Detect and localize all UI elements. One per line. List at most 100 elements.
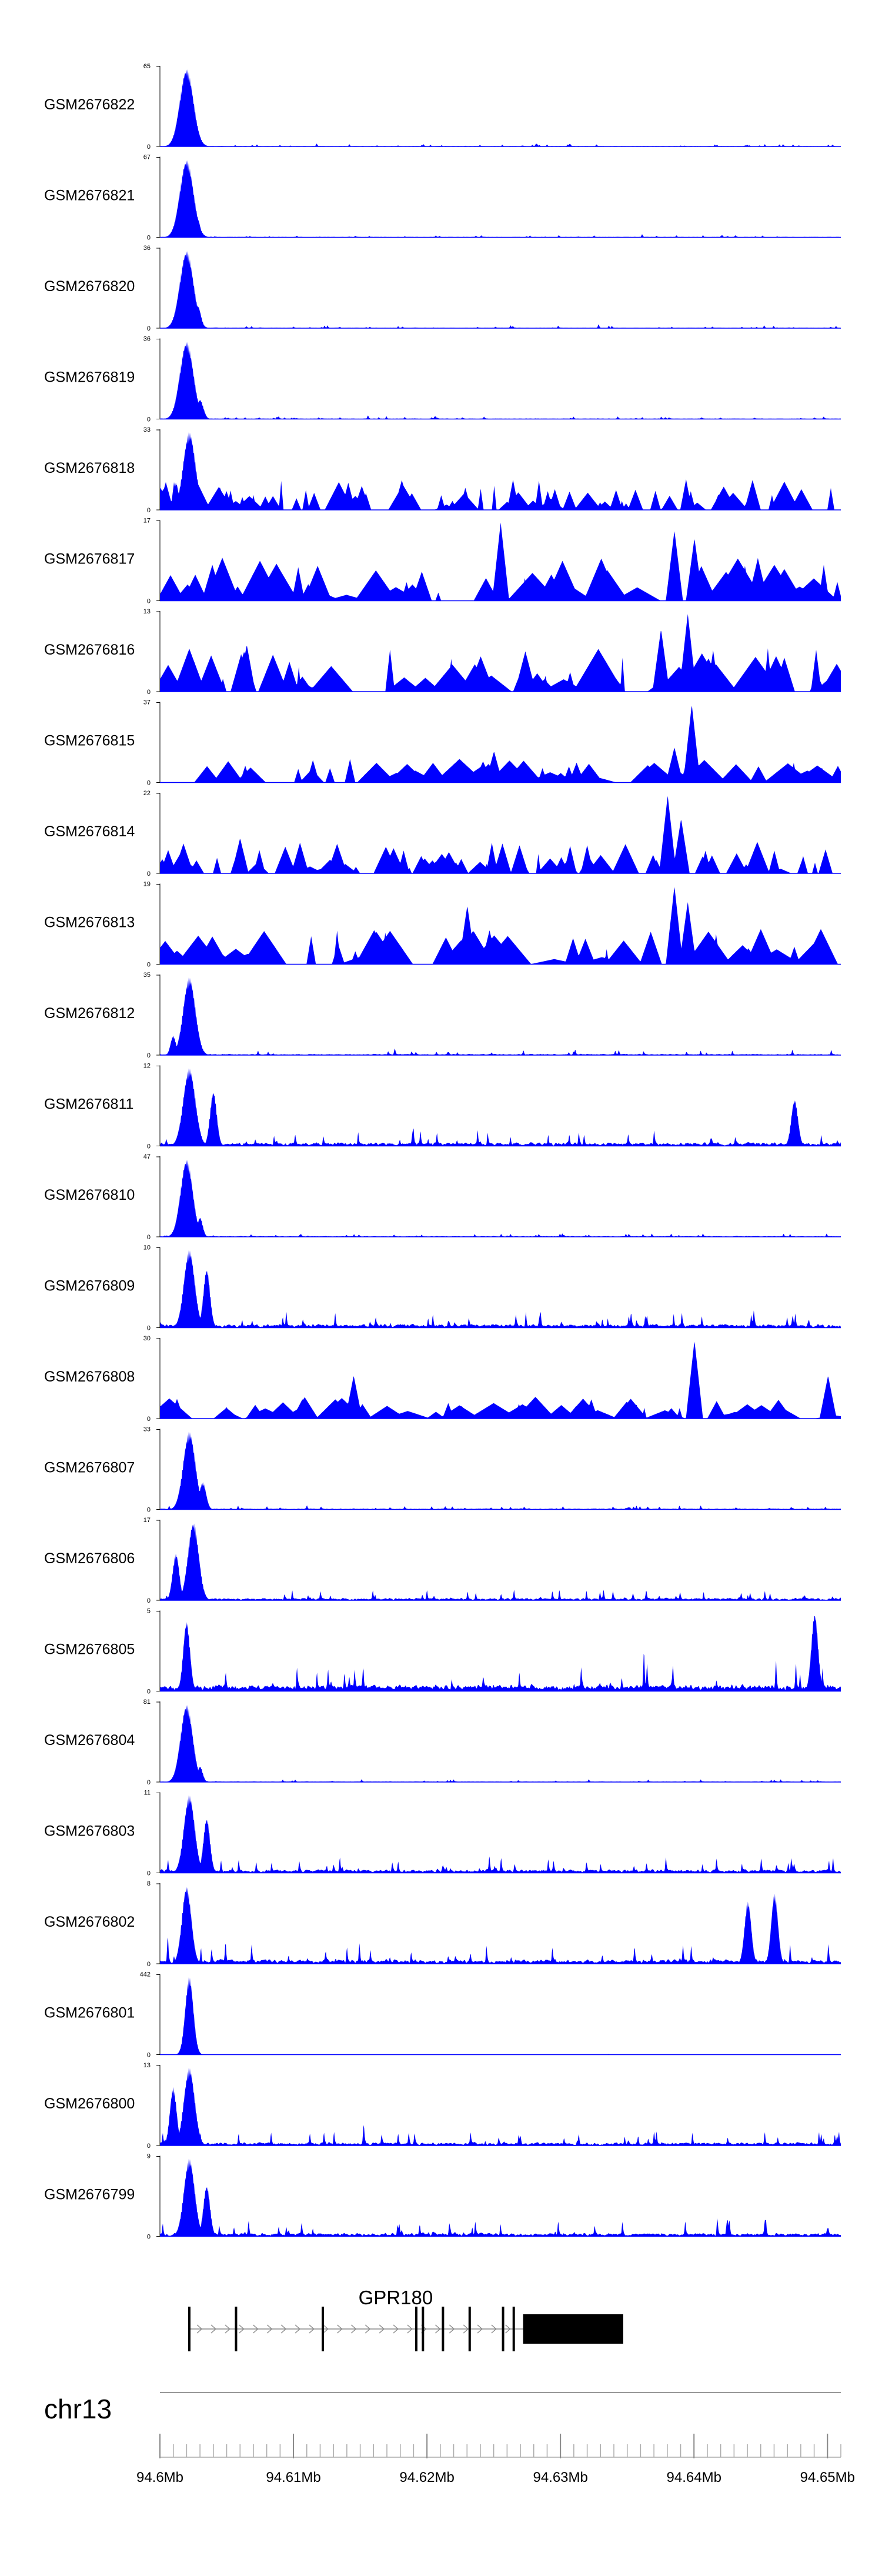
y-axis-min-label: 0	[147, 2143, 151, 2150]
strand-arrow	[225, 2324, 230, 2334]
coverage-area	[160, 160, 841, 238]
y-axis-max-label: 442	[140, 1971, 151, 1978]
strand-arrow	[239, 2324, 245, 2334]
strand-arrow	[350, 2324, 357, 2334]
y-axis-min-label: 0	[147, 962, 151, 969]
strand-arrow	[365, 2324, 371, 2334]
y-axis-max-label: 36	[143, 245, 151, 252]
y-axis-min-label: 0	[147, 1597, 151, 1604]
coverage-track: GSM2676801 442 0	[44, 1971, 841, 2059]
coverage-track: GSM2676821 67 0	[44, 154, 841, 242]
strand-arrow	[449, 2324, 455, 2334]
y-axis-min-label: 0	[147, 325, 151, 332]
strand-arrow	[280, 2324, 287, 2334]
x-axis-tick-label: 94.61Mb	[266, 2470, 320, 2485]
y-axis-max-label: 17	[143, 518, 151, 525]
track-label: GSM2676801	[44, 2005, 135, 2021]
y-axis-min-label: 0	[147, 780, 151, 787]
exon	[415, 2307, 417, 2351]
gene-name: GPR180	[359, 2287, 433, 2308]
coverage-area	[160, 1342, 841, 1419]
y-axis-max-label: 9	[147, 2153, 151, 2160]
coverage-area	[160, 977, 841, 1055]
y-axis-max-label: 22	[143, 790, 151, 797]
coverage-area	[160, 1887, 841, 1964]
track-label: GSM2676820	[44, 278, 135, 295]
coverage-area	[160, 342, 841, 419]
coverage-area	[160, 1068, 841, 1146]
strand-arrow	[196, 2324, 203, 2334]
x-axis-tick-label: 94.65Mb	[800, 2470, 855, 2485]
track-label: GSM2676804	[44, 1732, 135, 1749]
y-axis-min-label: 0	[147, 1870, 151, 1877]
coverage-track: GSM2676810 47 0	[44, 1153, 841, 1241]
strand-arrow	[491, 2324, 497, 2334]
y-axis-min-label: 0	[147, 2052, 151, 2059]
track-label: GSM2676811	[44, 1096, 133, 1113]
exon	[512, 2307, 515, 2351]
y-axis-min-label: 0	[147, 1779, 151, 1786]
coverage-area	[160, 2067, 841, 2145]
y-axis-min-label: 0	[147, 2234, 151, 2241]
exon	[188, 2307, 191, 2351]
track-label: GSM2676806	[44, 1550, 135, 1567]
coverage-area	[160, 1523, 841, 1600]
coverage-area	[160, 1795, 841, 1873]
strand-arrow	[505, 2324, 511, 2334]
coverage-track: GSM2676822 65 0	[44, 63, 841, 151]
coverage-track: GSM2676805 5 0	[44, 1608, 841, 1696]
y-axis-max-label: 5	[147, 1608, 151, 1615]
y-axis-min-label: 0	[147, 1689, 151, 1696]
coverage-area	[160, 2158, 841, 2237]
coverage-area	[160, 1432, 841, 1510]
y-axis-min-label: 0	[147, 507, 151, 514]
exon	[442, 2307, 445, 2351]
track-label: GSM2676803	[44, 1823, 135, 1840]
y-axis-max-label: 8	[147, 1880, 151, 1887]
coverage-track: GSM2676800 13 0	[44, 2062, 841, 2150]
coverage-area	[160, 1160, 841, 1237]
y-axis-max-label: 67	[143, 154, 151, 161]
y-axis-max-label: 30	[143, 1335, 151, 1342]
coverage-track: GSM2676811 12 0	[44, 1063, 841, 1150]
y-axis-max-label: 47	[143, 1153, 151, 1160]
track-label: GSM2676805	[44, 1641, 135, 1658]
track-label: GSM2676813	[44, 915, 135, 931]
coverage-track: GSM2676820 36 0	[44, 245, 841, 332]
coverage-track: GSM2676814 22 0	[44, 790, 841, 877]
track-label: GSM2676812	[44, 1005, 135, 1022]
x-axis-tick-label: 94.63Mb	[533, 2470, 587, 2485]
strand-arrow	[477, 2324, 483, 2334]
y-axis-min-label: 0	[147, 1143, 151, 1150]
track-label: GSM2676822	[44, 96, 135, 113]
y-axis-min-label: 0	[147, 416, 151, 423]
coverage-area	[160, 1977, 841, 2055]
coverage-track: GSM2676807 33 0	[44, 1426, 841, 1514]
genome-axis: chr13 94.6Mb 94.61Mb 94.62Mb 94.63Mb 94.64Mb 9…	[44, 2392, 855, 2485]
y-axis-min-label: 0	[147, 870, 151, 877]
y-axis-max-label: 33	[143, 426, 151, 433]
coverage-track: GSM2676806 17 0	[44, 1517, 841, 1604]
y-axis-min-label: 0	[147, 1507, 151, 1514]
coverage-track: GSM2676803 11 0	[44, 1790, 841, 1877]
coverage-track: GSM2676812 35 0	[44, 972, 841, 1059]
x-axis-tick-label: 94.64Mb	[667, 2470, 721, 2485]
strand-arrow	[463, 2324, 469, 2334]
chromosome-label: chr13	[44, 2394, 112, 2424]
y-axis-max-label: 19	[143, 881, 151, 888]
strand-arrow	[266, 2324, 273, 2334]
exon	[502, 2307, 505, 2351]
coverage-area	[160, 251, 841, 328]
coverage-area	[160, 522, 841, 601]
strand-arrow	[393, 2324, 399, 2334]
coverage-area	[160, 1616, 841, 1691]
coverage-area	[160, 706, 841, 783]
track-label: GSM2676821	[44, 188, 135, 204]
coverage-area	[160, 1250, 841, 1328]
x-axis-tick-label: 94.62Mb	[399, 2470, 454, 2485]
track-label: GSM2676800	[44, 2095, 135, 2112]
y-axis-max-label: 13	[143, 2062, 151, 2069]
exon	[468, 2307, 471, 2351]
track-label: GSM2676809	[44, 1278, 135, 1294]
strand-arrow	[323, 2324, 329, 2334]
